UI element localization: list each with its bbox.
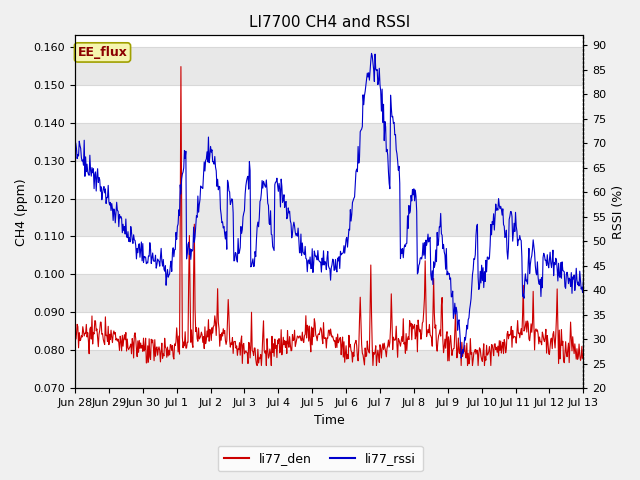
Bar: [75, 122, 583, 161]
Legend: li77_den, li77_rssi: li77_den, li77_rssi: [218, 446, 422, 471]
X-axis label: Time: Time: [314, 414, 344, 427]
Title: LI7700 CH4 and RSSI: LI7700 CH4 and RSSI: [248, 15, 410, 30]
Bar: [75, 350, 583, 388]
Bar: [75, 199, 583, 237]
Y-axis label: RSSI (%): RSSI (%): [612, 185, 625, 239]
Bar: [75, 275, 583, 312]
Y-axis label: CH4 (ppm): CH4 (ppm): [15, 178, 28, 246]
Text: EE_flux: EE_flux: [77, 46, 127, 59]
Bar: [75, 47, 583, 84]
